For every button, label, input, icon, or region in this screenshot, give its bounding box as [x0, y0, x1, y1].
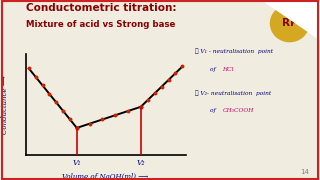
Text: Mixture of acid vs Strong base: Mixture of acid vs Strong base [26, 20, 175, 29]
Text: of: of [210, 67, 217, 72]
Circle shape [270, 5, 309, 42]
Text: of: of [210, 108, 217, 113]
Text: Conductometric titration:: Conductometric titration: [26, 3, 176, 13]
Text: V₁: V₁ [73, 159, 81, 167]
Text: ❖ V₁ - neutralisation  point: ❖ V₁ - neutralisation point [195, 49, 273, 54]
Text: RP: RP [282, 18, 297, 28]
Text: Volume of NaOH(ml) ⟶: Volume of NaOH(ml) ⟶ [62, 173, 149, 180]
Text: HCl: HCl [222, 67, 234, 72]
Text: Conductance ⟶: Conductance ⟶ [1, 75, 9, 134]
Text: V₂: V₂ [137, 159, 145, 167]
Text: 14: 14 [300, 169, 309, 175]
Text: CH₃COOH: CH₃COOH [222, 108, 254, 113]
Text: ❖ V₂- neutralisation  point: ❖ V₂- neutralisation point [195, 90, 271, 96]
